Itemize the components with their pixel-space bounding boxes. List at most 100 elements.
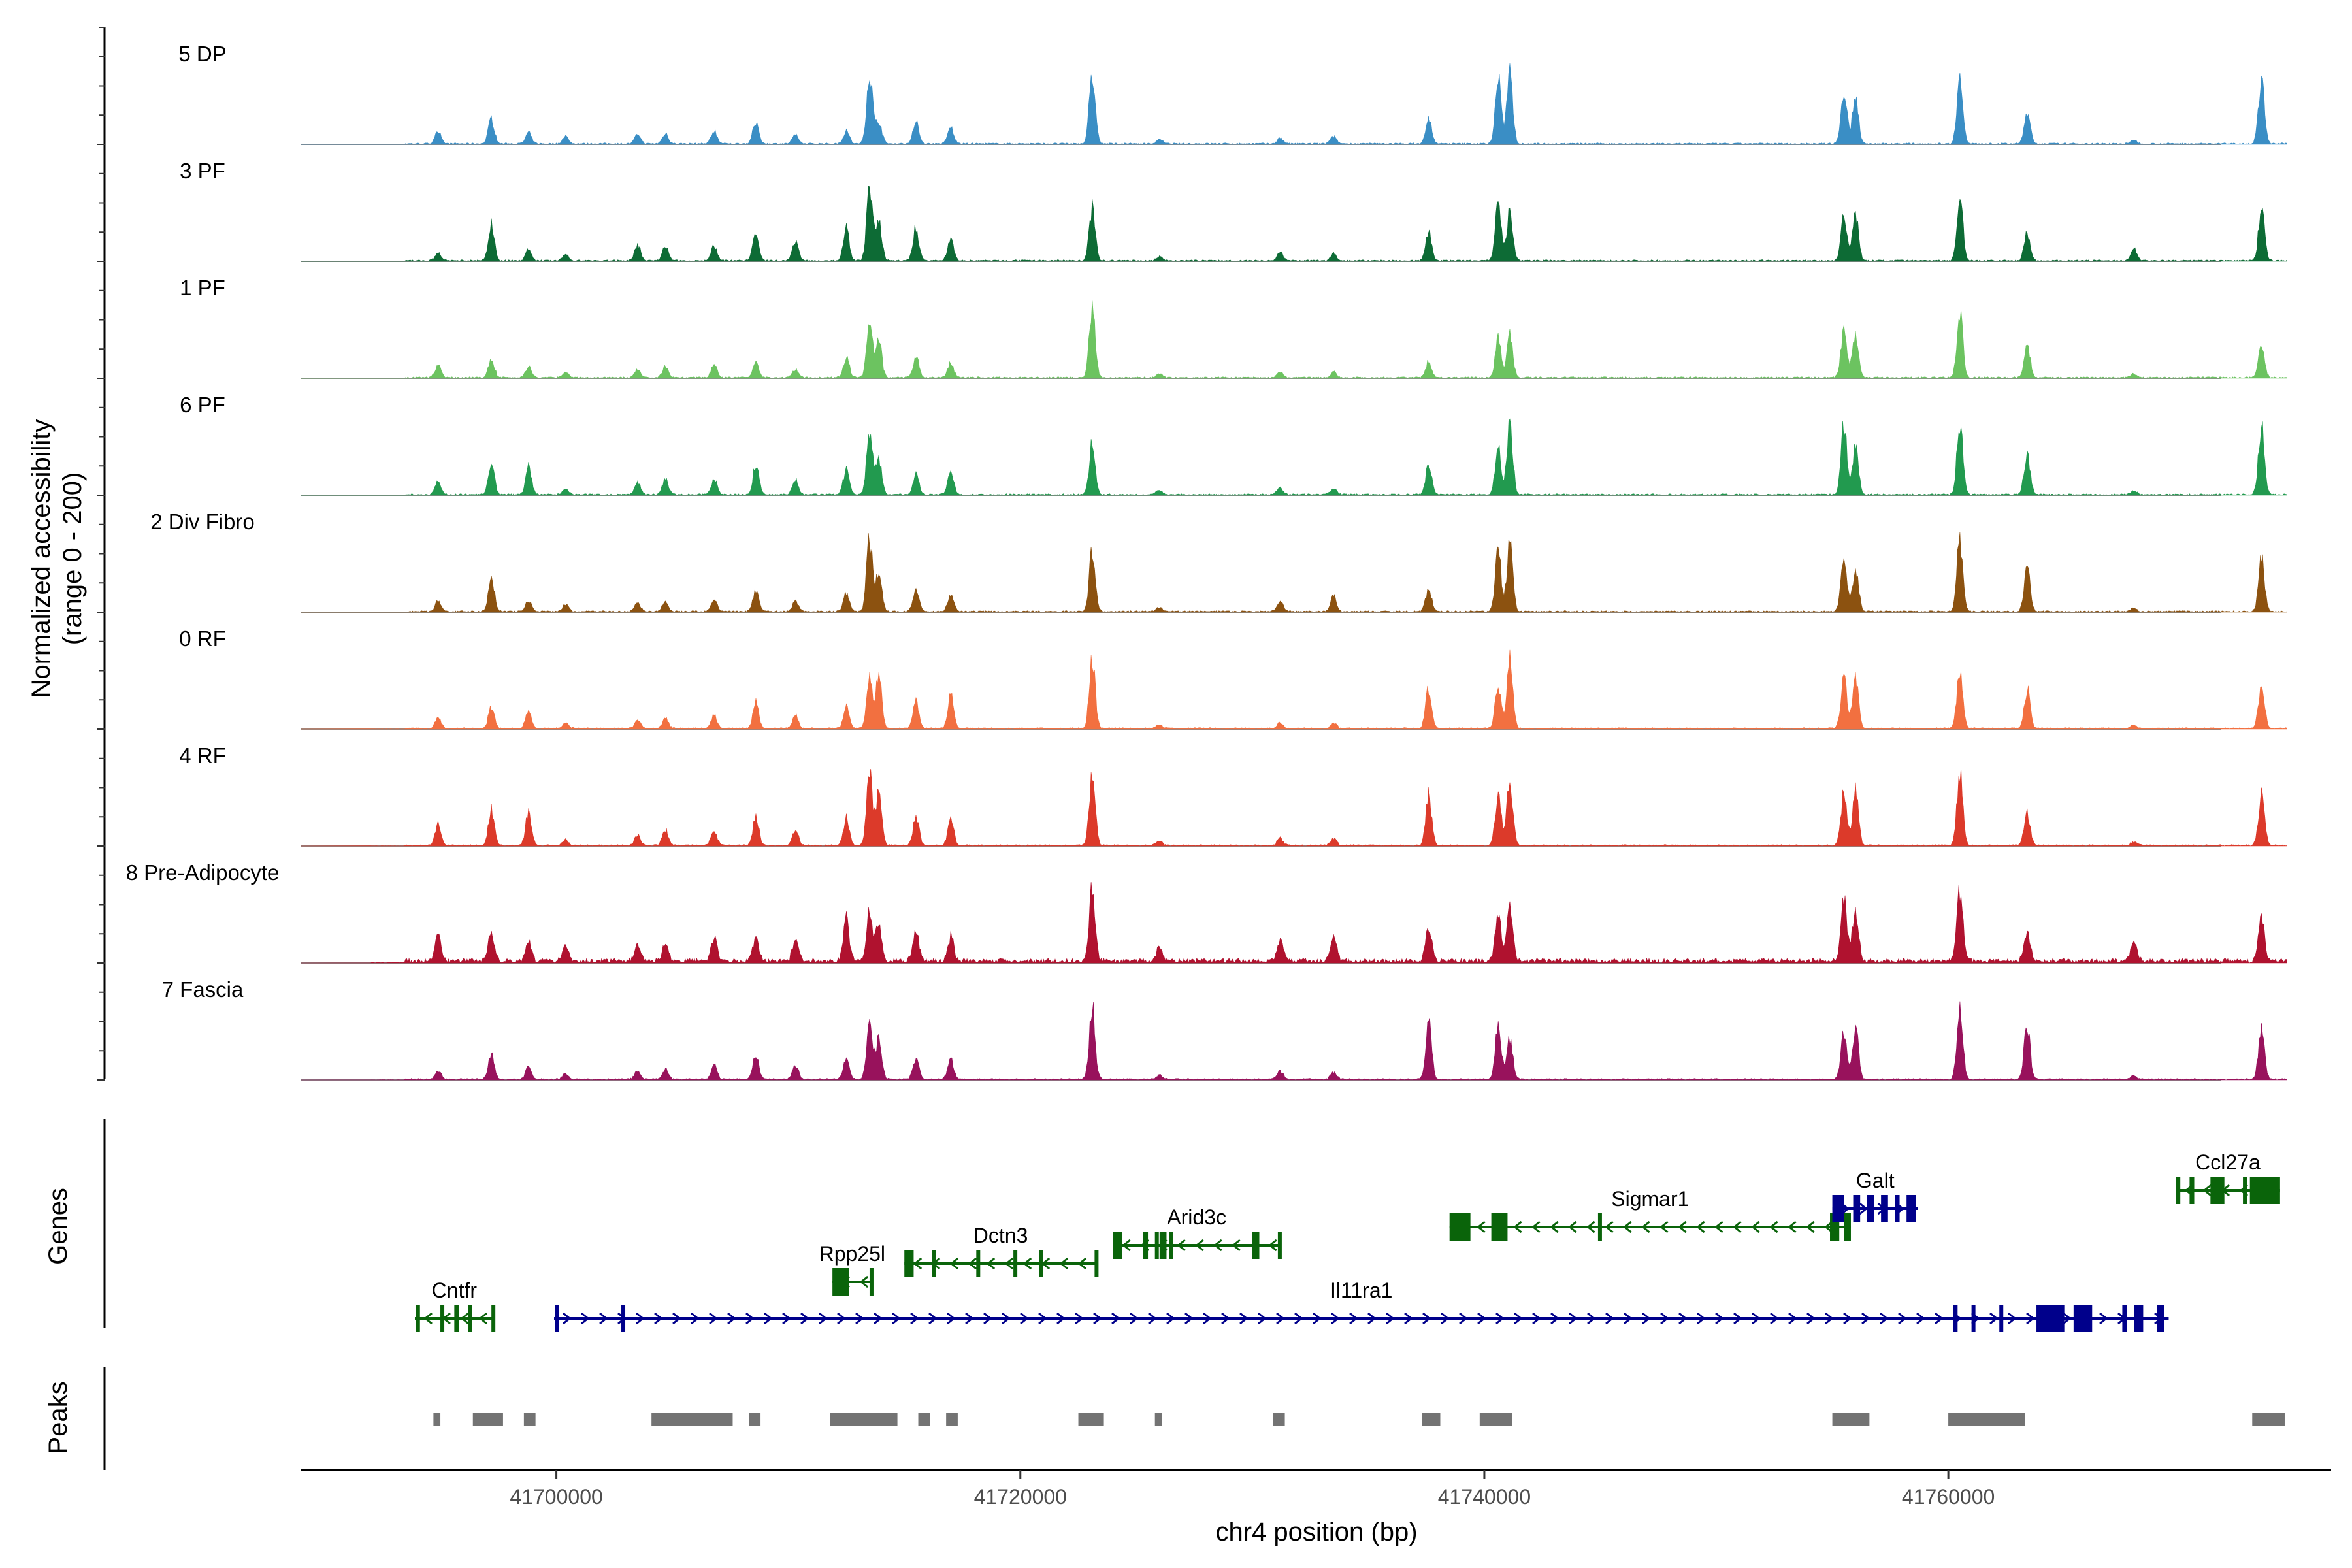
gene-name: Rpp25l bbox=[819, 1242, 885, 1266]
exon bbox=[1143, 1232, 1149, 1259]
strand-arrow bbox=[1258, 1312, 1267, 1325]
strand-arrow bbox=[2026, 1312, 2035, 1325]
strand-arrow bbox=[1733, 1312, 1742, 1325]
x-tick-label: 41760000 bbox=[1902, 1485, 1995, 1509]
coverage-area bbox=[301, 63, 2287, 145]
strand-arrow bbox=[1195, 1239, 1204, 1252]
exon bbox=[1867, 1195, 1874, 1222]
strand-arrow bbox=[1660, 1312, 1669, 1325]
track-label: 3 PF bbox=[180, 159, 225, 183]
gene-name: Arid3c bbox=[1167, 1205, 1226, 1229]
strand-arrow bbox=[709, 1312, 718, 1325]
strand-arrow bbox=[928, 1312, 938, 1325]
strand-arrow bbox=[1177, 1239, 1186, 1252]
strand-arrow bbox=[1642, 1312, 1651, 1325]
strand-arrow bbox=[1806, 1312, 1816, 1325]
strand-arrow bbox=[1605, 1220, 1614, 1233]
exon bbox=[1094, 1250, 1099, 1277]
strand-arrow bbox=[1056, 1312, 1066, 1325]
track-7-fascia: 7 Fascia bbox=[162, 977, 2287, 1081]
strand-arrow bbox=[1148, 1312, 1157, 1325]
track-label: 6 PF bbox=[180, 393, 225, 417]
strand-arrow bbox=[1495, 1312, 1505, 1325]
coverage-area bbox=[301, 768, 2287, 847]
strand-arrow bbox=[855, 1312, 864, 1325]
exon bbox=[1895, 1195, 1900, 1222]
peak-region bbox=[1154, 1413, 1162, 1426]
exon bbox=[491, 1305, 496, 1332]
strand-arrow bbox=[1916, 1312, 1925, 1325]
strand-arrow bbox=[1697, 1312, 1706, 1325]
strand-arrow bbox=[1514, 1312, 1523, 1325]
strand-arrow bbox=[1569, 1312, 1578, 1325]
strand-arrow bbox=[819, 1312, 828, 1325]
strand-arrow bbox=[1788, 1220, 1797, 1233]
peak-region bbox=[651, 1413, 733, 1426]
strand-arrow bbox=[1331, 1312, 1340, 1325]
genes-panel: Cntfr Il11ra1 Rpp25l Dctn3 Arid3c Sigmar1 Galt… bbox=[103, 1119, 2280, 1332]
strand-arrow bbox=[986, 1257, 996, 1270]
gene-sigmar1: Sigmar1 bbox=[1449, 1187, 1851, 1241]
exon bbox=[454, 1305, 459, 1332]
strand-arrow bbox=[1477, 1220, 1486, 1233]
coverage-area bbox=[301, 185, 2287, 262]
strand-arrow bbox=[1122, 1239, 1131, 1252]
strand-arrow bbox=[1075, 1312, 1084, 1325]
strand-arrow bbox=[1111, 1312, 1120, 1325]
track-5-dp: 5 DP bbox=[178, 42, 2287, 145]
strand-arrow bbox=[1367, 1312, 1377, 1325]
exon bbox=[1832, 1195, 1844, 1222]
strand-arrow bbox=[1349, 1312, 1358, 1325]
strand-arrow bbox=[1093, 1312, 1102, 1325]
coverage-area bbox=[301, 1001, 2287, 1081]
strand-arrow bbox=[599, 1312, 608, 1325]
strand-arrow bbox=[1550, 1220, 1559, 1233]
strand-arrow bbox=[1861, 1312, 1870, 1325]
strand-arrow bbox=[1004, 1257, 1014, 1270]
peak-region bbox=[433, 1413, 441, 1426]
track-3-pf: 3 PF bbox=[180, 159, 2287, 262]
strand-arrow bbox=[983, 1312, 992, 1325]
peak-region bbox=[1948, 1413, 2025, 1426]
strand-arrow bbox=[1770, 1312, 1779, 1325]
strand-arrow bbox=[1041, 1257, 1051, 1270]
strand-arrow bbox=[1513, 1220, 1522, 1233]
strand-arrow bbox=[1166, 1312, 1175, 1325]
exon bbox=[1449, 1213, 1471, 1241]
exon bbox=[1113, 1232, 1123, 1259]
strand-arrow bbox=[2008, 1312, 2017, 1325]
peak-region bbox=[918, 1413, 930, 1426]
peak-region bbox=[1479, 1413, 1512, 1426]
strand-arrow bbox=[1678, 1220, 1687, 1233]
strand-arrow bbox=[1203, 1312, 1212, 1325]
strand-arrow bbox=[1880, 1312, 1889, 1325]
exon bbox=[832, 1268, 849, 1296]
exon bbox=[1881, 1195, 1888, 1222]
strand-arrow bbox=[859, 1275, 869, 1288]
peak-region bbox=[523, 1413, 536, 1426]
strand-arrow bbox=[1184, 1312, 1194, 1325]
exon bbox=[468, 1305, 472, 1332]
exon bbox=[555, 1305, 559, 1332]
gene-dctn3: Dctn3 bbox=[904, 1224, 1099, 1277]
strand-arrow bbox=[1788, 1312, 1797, 1325]
strand-arrow bbox=[892, 1312, 901, 1325]
exon bbox=[932, 1250, 936, 1277]
track-4-rf: 4 RF bbox=[179, 743, 2287, 847]
exon bbox=[976, 1250, 981, 1277]
exon bbox=[1906, 1195, 1916, 1222]
coverage-area bbox=[301, 299, 2287, 379]
track-2-div-fibro: 2 Div Fibro bbox=[150, 510, 2287, 613]
exon bbox=[1999, 1305, 2004, 1332]
track-label: 1 PF bbox=[180, 276, 225, 300]
track-label: 7 Fascia bbox=[162, 977, 244, 1002]
strand-arrow bbox=[1843, 1312, 1852, 1325]
strand-arrow bbox=[1130, 1312, 1139, 1325]
strand-arrow bbox=[1268, 1239, 1277, 1252]
exon bbox=[1039, 1250, 1043, 1277]
strand-arrow bbox=[1477, 1312, 1486, 1325]
peak-region bbox=[946, 1413, 958, 1426]
exon bbox=[416, 1305, 420, 1332]
peaks-panel-label: Peaks bbox=[44, 1381, 73, 1454]
